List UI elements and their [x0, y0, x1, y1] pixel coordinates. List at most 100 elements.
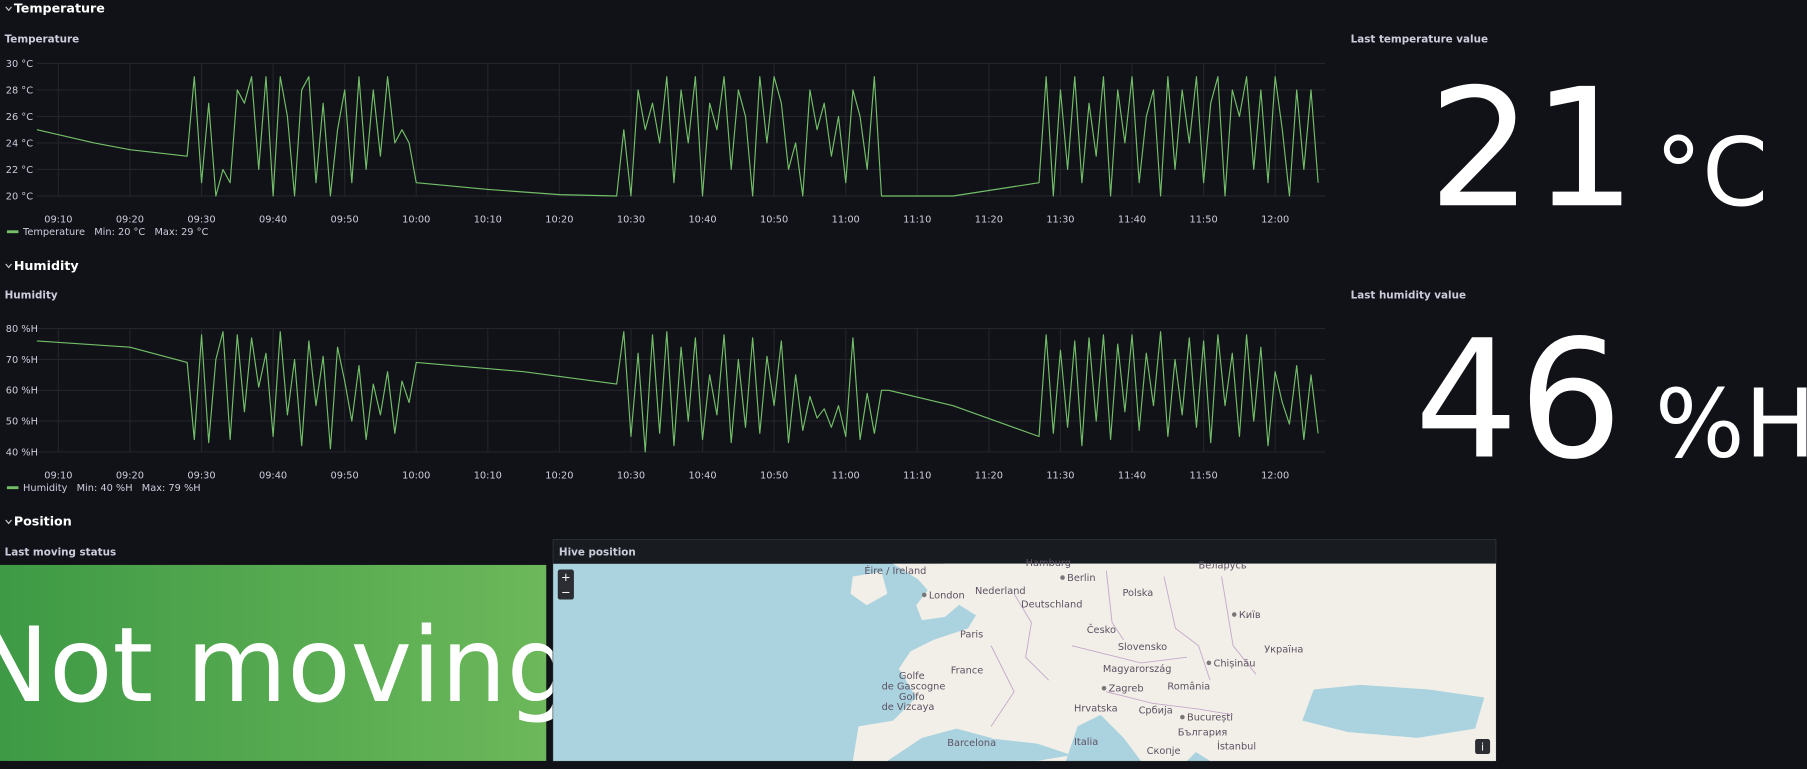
map-label: Italia [1074, 737, 1098, 748]
chevron[interactable] [5, 519, 12, 525]
info[interactable]: i [1481, 742, 1484, 754]
map-label: Беларусь [1199, 560, 1247, 571]
y-tick-label: 26 °C [6, 112, 33, 123]
x-tick-label: 11:00 [832, 215, 860, 226]
city-dot [1180, 714, 1185, 720]
panel-title: Last temperature value [1351, 34, 1488, 46]
row-title[interactable]: Temperature [14, 1, 105, 16]
x-tick-label: 09:10 [44, 215, 72, 226]
stat-unit: %H [1655, 370, 1807, 480]
x-tick-label: 11:20 [975, 470, 1003, 481]
zoom-in[interactable]: + [561, 570, 571, 584]
map-label: Скопје [1147, 745, 1181, 757]
x-tick-label: 10:10 [474, 215, 502, 226]
x-tick-label: 10:00 [402, 215, 430, 226]
panel-title: Last moving status [5, 547, 117, 559]
panel-title: Last humidity value [1351, 290, 1466, 302]
map-label: Česko [1087, 623, 1116, 636]
map-label: Nederland [975, 586, 1026, 597]
map-label: de Gascogne [882, 681, 946, 692]
legend-label: Temperature [22, 227, 85, 238]
zoom-control[interactable] [557, 569, 574, 600]
map-label: Hrvatska [1074, 703, 1118, 714]
row-title[interactable]: Humidity [14, 258, 80, 273]
x-tick-label: 11:10 [903, 215, 931, 226]
x-tick-label: 09:40 [259, 470, 287, 481]
map-label: București [1187, 713, 1233, 724]
map-label: France [951, 665, 984, 676]
map-label: Golfo [899, 692, 925, 703]
map-label: Zagreb [1109, 684, 1144, 695]
y-tick-label: 30 °C [6, 59, 33, 70]
map-label: Україна [1264, 645, 1303, 656]
city-dot [1101, 685, 1107, 691]
x-tick-label: 09:30 [187, 215, 215, 226]
map-label: Magyarország [1103, 663, 1172, 675]
x-tick-label: 09:40 [259, 215, 287, 226]
row-title[interactable]: Position [14, 514, 72, 529]
x-tick-label: 11:30 [1046, 215, 1074, 226]
zoom-out[interactable]: − [561, 585, 571, 599]
x-tick-label: 09:20 [116, 215, 144, 226]
x-tick-label: 10:00 [402, 470, 430, 481]
x-tick-label: 10:50 [760, 215, 788, 226]
map-label: Chișinău [1214, 658, 1256, 669]
panel-title: Hive position [559, 547, 636, 559]
land [910, 567, 959, 621]
map-label: Barcelona [947, 738, 996, 749]
map-label: London [929, 590, 965, 601]
map-label: България [1178, 728, 1228, 739]
map-label: Paris [960, 630, 983, 641]
panel-title: Humidity [5, 290, 58, 302]
panel-title: Temperature [5, 34, 79, 46]
info-button[interactable] [1475, 739, 1491, 755]
x-tick-label: 11:20 [975, 215, 1003, 226]
x-tick-label: 10:40 [688, 470, 716, 481]
sea [1302, 684, 1485, 738]
city-dot [1060, 575, 1065, 580]
legend-stat: Min: 40 %H [77, 483, 133, 494]
x-tick-label: 09:20 [116, 470, 144, 481]
x-tick-label: 11:10 [903, 470, 931, 481]
x-tick-label: 11:40 [1118, 215, 1146, 226]
y-tick-label: 28 °C [6, 85, 33, 96]
land [852, 563, 1496, 761]
x-tick-label: 10:30 [617, 215, 645, 226]
city-dot [921, 592, 927, 598]
x-tick-label: 10:50 [760, 470, 788, 481]
stat-value: 21 [1428, 53, 1636, 244]
map-label: Slovensko [1118, 642, 1167, 653]
line-series [36, 331, 1319, 453]
x-tick-label: 10:10 [474, 470, 502, 481]
x-tick-label: 09:30 [187, 470, 215, 481]
chevron[interactable] [5, 263, 12, 269]
status-value: Not moving [0, 606, 572, 726]
map-label: Polska [1122, 588, 1153, 599]
legend-stat: Min: 20 °C [94, 227, 145, 238]
x-tick-label: 11:50 [1190, 215, 1218, 226]
map-label: Київ [1239, 610, 1261, 621]
map-label: Éire / Ireland [864, 564, 926, 577]
map-label: İstanbul [1217, 739, 1256, 752]
status-background [0, 564, 547, 761]
x-tick-label: 09:50 [331, 215, 359, 226]
stat-value: 46 [1414, 305, 1622, 496]
y-tick-label: 20 °C [6, 191, 33, 202]
y-tick-label: 24 °C [6, 138, 33, 149]
x-tick-label: 11:00 [832, 470, 860, 481]
x-tick-label: 09:50 [331, 470, 359, 481]
x-tick-label: 10:40 [688, 215, 716, 226]
x-tick-label: 12:00 [1261, 215, 1289, 226]
map-label: România [1167, 680, 1210, 692]
y-tick-label: 22 °C [6, 165, 33, 176]
chevron[interactable] [5, 6, 12, 12]
map-label: Србија [1139, 705, 1173, 717]
city-dot [1231, 612, 1237, 617]
x-tick-label: 10:20 [545, 215, 573, 226]
legend-stat: Max: 29 °C [154, 227, 208, 238]
map-label: Deutschland [1021, 600, 1082, 611]
map-label: Berlin [1067, 573, 1095, 584]
line-series [36, 76, 1319, 197]
map[interactable]: Éire / Ireland London Nederland Hamburg Berl… [553, 558, 1496, 761]
legend-stat: Max: 79 %H [142, 483, 201, 494]
